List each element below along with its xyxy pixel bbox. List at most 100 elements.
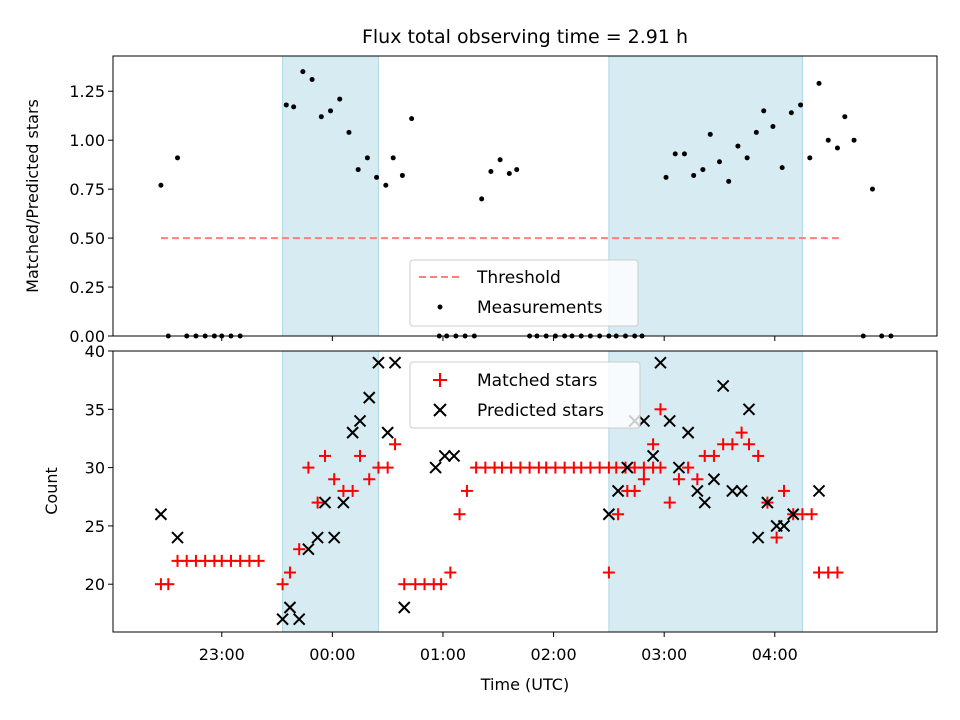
measurement-point	[283, 102, 289, 108]
matched-star-point	[302, 461, 315, 474]
y-tick-label: 0.25	[69, 278, 105, 297]
observing-span	[608, 55, 803, 337]
measurement-point	[318, 114, 324, 120]
legend-measurements-label: Measurements	[477, 298, 603, 318]
legend-predicted-label: Predicted stars	[477, 401, 604, 421]
count-legend-box	[409, 361, 641, 429]
matched-star-point	[707, 449, 720, 462]
x-tick-label: 02:00	[531, 645, 577, 664]
measurement-point	[716, 159, 722, 165]
measurement-point	[300, 69, 306, 75]
predicted-star-point	[337, 496, 350, 509]
measurement-point	[409, 116, 415, 122]
ratio-x-ticks	[221, 336, 776, 341]
predicted-star-point	[751, 531, 765, 544]
measurement-point	[337, 96, 343, 102]
predicted-star-point	[276, 612, 289, 626]
ratio-panel: 0.00 0.25 0.50 0.75 1.00 1.25 Matched/Predict…	[23, 55, 938, 346]
count-y-axis-label: Count	[42, 467, 61, 515]
matched-star-point	[398, 578, 411, 591]
measurement-point	[374, 174, 380, 180]
measurement-point	[691, 172, 697, 178]
chart-title: Flux total observing time = 2.91 h	[362, 26, 688, 48]
matched-star-point	[647, 438, 660, 451]
matched-star-point	[628, 484, 641, 497]
predicted-star-point	[302, 543, 315, 556]
matched-star-point	[252, 554, 265, 567]
matched-star-point	[346, 484, 359, 497]
measurement-point	[807, 155, 813, 161]
measurement-point	[816, 80, 822, 86]
measurement-point	[842, 114, 848, 120]
matched-star-point	[460, 484, 473, 497]
y-tick-label: 0.50	[69, 229, 105, 248]
observing-spans	[282, 55, 803, 337]
measurement-point	[753, 129, 759, 135]
matched-star-point	[389, 438, 402, 451]
measurement-point	[514, 167, 520, 173]
measurement-point	[364, 155, 370, 161]
legend-measurements-swatch	[437, 304, 443, 310]
y-tick-label: 35	[85, 400, 105, 419]
predicted-star-point	[787, 508, 800, 521]
legend-threshold-label: Threshold	[476, 268, 561, 288]
matched-star-point	[453, 508, 466, 521]
measurement-point	[497, 157, 503, 163]
ratio-legend-box	[409, 259, 639, 327]
ratio-plot-frame	[112, 55, 938, 337]
x-tick-label: 01:00	[420, 645, 466, 664]
predicted-star-point	[611, 484, 625, 498]
measurement-point	[851, 137, 857, 143]
measurement-point	[399, 172, 405, 178]
y-tick-label: 1.25	[69, 82, 105, 101]
predicted-star-point	[812, 484, 826, 498]
measurement-point	[726, 178, 732, 184]
predicted-star-point	[707, 473, 721, 486]
matched-star-point	[726, 438, 739, 451]
measurement-point	[770, 123, 776, 129]
measurement-point	[158, 182, 164, 188]
matched-star-point	[363, 473, 376, 486]
predicted-star-point	[777, 519, 791, 533]
measurement-point	[390, 155, 396, 161]
matched-star-point	[328, 473, 341, 486]
predicted-star-point	[311, 531, 324, 544]
predicted-star-point	[353, 414, 367, 428]
matched-star-point	[777, 484, 790, 497]
matched-star-point	[283, 566, 296, 579]
predicted-star-point	[346, 426, 359, 439]
matched-star-point	[682, 461, 695, 474]
matched-star-point	[381, 461, 394, 474]
matched-star-point	[293, 543, 306, 556]
legend-matched-swatch	[433, 373, 447, 387]
measurement-point	[834, 145, 840, 151]
y-tick-label: 20	[85, 575, 105, 594]
measurement-point	[700, 167, 706, 173]
count-x-ticks: 23:00 00:00 01:00 02:00 03:00 04:00	[199, 632, 798, 664]
matched-star-point	[354, 449, 367, 462]
measurement-point	[309, 76, 315, 82]
matched-star-point	[752, 449, 765, 462]
matched-star-point	[805, 508, 818, 521]
y-tick-label: 0.00	[69, 327, 105, 346]
measurement-point	[707, 131, 713, 137]
matched-star-point	[318, 449, 331, 462]
measurement-point	[761, 108, 767, 114]
y-tick-label: 25	[85, 517, 105, 536]
ratio-y-ticks: 0.00 0.25 0.50 0.75 1.00 1.25	[69, 82, 113, 346]
predicted-star-point	[398, 601, 411, 614]
measurement-point	[869, 186, 875, 192]
measurement-point	[175, 155, 181, 161]
predicted-star-point	[363, 391, 376, 404]
measurement-point	[291, 104, 297, 110]
predicted-star-point	[716, 379, 730, 393]
predicted-star-point	[602, 508, 616, 521]
x-tick-label: 23:00	[199, 645, 245, 664]
predicted-star-point	[681, 426, 695, 439]
measurement-point	[663, 174, 669, 180]
y-tick-label: 40	[85, 342, 105, 361]
predicted-star-point	[646, 449, 660, 463]
matched-star-point	[691, 473, 704, 486]
y-tick-label: 0.75	[69, 180, 105, 199]
